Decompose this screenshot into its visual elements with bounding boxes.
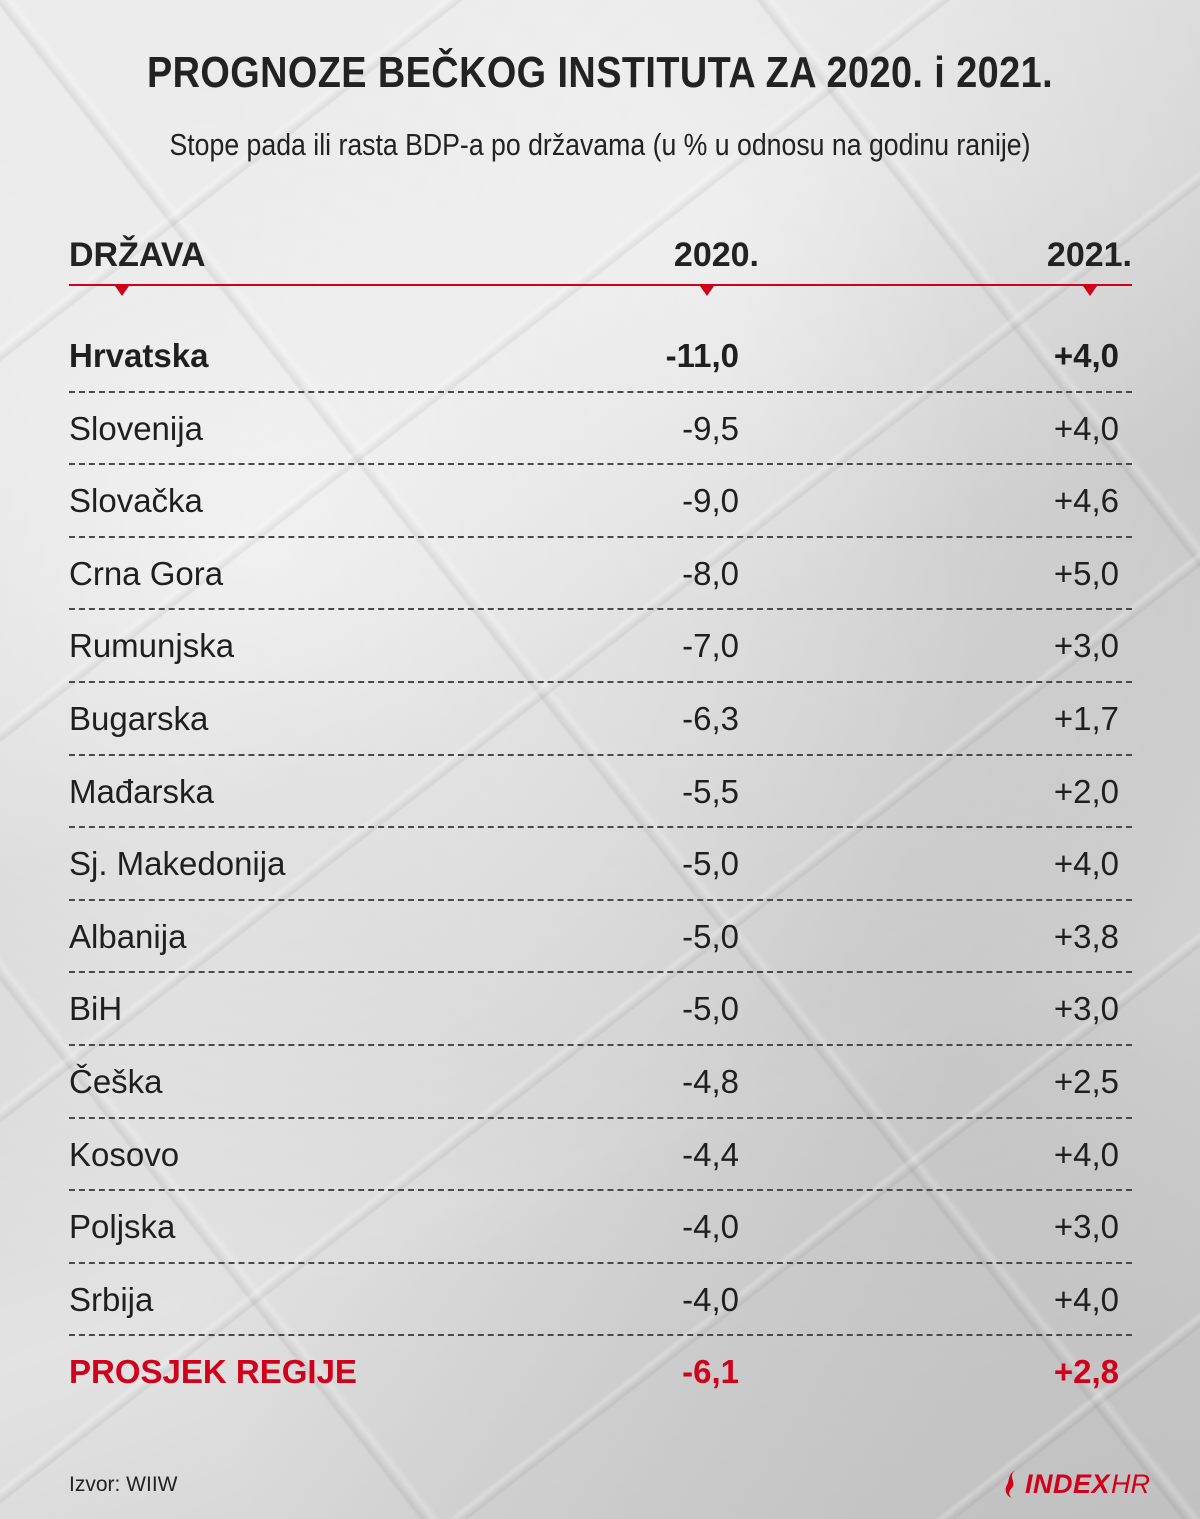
table-row: Mađarska -5,5 +2,0 (69, 756, 1132, 829)
value-2020-cell: -4,0 (682, 1208, 739, 1246)
index-hr-logo: INDEX HR (1003, 1466, 1178, 1502)
page-title: PROGNOZE BEČKOG INSTITUTA ZA 2020. i 202… (146, 48, 1054, 97)
table-row: Albanija -5,0 +3,8 (69, 901, 1132, 974)
table-row: BiH -5,0 +3,0 (69, 973, 1132, 1046)
country-cell: Crna Gora (69, 554, 224, 592)
country-cell: Mađarska (69, 772, 214, 810)
value-2021-cell: +4,0 (1053, 845, 1119, 883)
country-cell: Slovenija (69, 409, 203, 447)
value-2021-cell: +2,5 (1053, 1062, 1119, 1100)
table-row: Srbija -4,0 +4,0 (69, 1264, 1132, 1337)
value-2020-cell: -9,0 (682, 482, 739, 520)
country-cell: BiH (69, 990, 123, 1028)
source-note: Izvor: WIIW (69, 1473, 178, 1496)
value-2020-cell: -4,4 (682, 1135, 739, 1173)
header-divider (69, 284, 1132, 286)
table-row-average: PROSJEK REGIJE -6,1 +2,8 (69, 1336, 1132, 1409)
column-header-2020: 2020. (673, 236, 759, 274)
logo-index-text: INDEX (1025, 1468, 1111, 1499)
value-2021-cell: +2,8 (1053, 1353, 1119, 1391)
value-2020-cell: -5,0 (682, 917, 739, 955)
value-2020-cell: -4,0 (682, 1280, 739, 1318)
table-row: Slovačka -9,0 +4,6 (69, 465, 1132, 538)
value-2021-cell: +2,0 (1053, 772, 1119, 810)
country-cell: Sj. Makedonija (69, 845, 286, 883)
column-header-country: DRŽAVA (69, 236, 206, 274)
value-2020-cell: -8,0 (682, 554, 739, 592)
table-row: Češka -4,8 +2,5 (69, 1046, 1132, 1119)
triangle-down-icon (115, 286, 129, 296)
country-cell: PROSJEK REGIJE (69, 1353, 357, 1391)
triangle-down-icon (700, 286, 714, 296)
value-2020-cell: -6,3 (682, 699, 739, 737)
value-2021-cell: +5,0 (1053, 554, 1119, 592)
value-2021-cell: +3,0 (1053, 990, 1119, 1028)
country-cell: Poljska (69, 1208, 176, 1246)
value-2021-cell: +3,8 (1053, 917, 1119, 955)
value-2020-cell: -11,0 (665, 337, 739, 374)
value-2021-cell: +3,0 (1053, 627, 1119, 665)
country-cell: Kosovo (69, 1135, 180, 1173)
value-2020-cell: -9,5 (682, 409, 739, 447)
table-row: Rumunjska -7,0 +3,0 (69, 610, 1132, 683)
country-cell: Češka (69, 1062, 163, 1100)
triangle-down-icon (1083, 286, 1097, 296)
page-subtitle: Stope pada ili rasta BDP-a po državama (… (169, 127, 1031, 162)
column-header-2021: 2021. (1046, 236, 1132, 274)
value-2021-cell: +1,7 (1053, 699, 1119, 737)
data-table: Hrvatska -11,0 +4,0 Slovenija -9,5 +4,0 Slovač… (69, 320, 1132, 1409)
table-row: Hrvatska -11,0 +4,0 (69, 320, 1132, 393)
table-row: Crna Gora -8,0 +5,0 (69, 538, 1132, 611)
table-row: Bugarska -6,3 +1,7 (69, 683, 1132, 756)
value-2021-cell: +3,0 (1053, 1208, 1119, 1246)
value-2020-cell: -6,1 (682, 1353, 739, 1391)
country-cell: Slovačka (69, 482, 203, 520)
value-2021-cell: +4,0 (1053, 1135, 1119, 1173)
value-2020-cell: -5,0 (682, 990, 739, 1028)
table-row: Kosovo -4,4 +4,0 (69, 1119, 1132, 1192)
table-row: Sj. Makedonija -5,0 +4,0 (69, 828, 1132, 901)
logo-hr-text: HR (1111, 1468, 1151, 1499)
country-cell: Albanija (69, 917, 187, 955)
table-row: Slovenija -9,5 +4,0 (69, 393, 1132, 466)
country-cell: Bugarska (69, 699, 209, 737)
value-2020-cell: -4,8 (682, 1062, 739, 1100)
value-2020-cell: -7,0 (682, 627, 739, 665)
value-2020-cell: -5,5 (682, 772, 739, 810)
value-2021-cell: +4,6 (1053, 482, 1119, 520)
value-2021-cell: +4,0 (1053, 1280, 1119, 1318)
table-row: Poljska -4,0 +3,0 (69, 1191, 1132, 1264)
value-2020-cell: -5,0 (682, 845, 739, 883)
value-2021-cell: +4,0 (1053, 409, 1119, 447)
country-cell: Rumunjska (69, 627, 235, 665)
country-cell: Srbija (69, 1280, 154, 1318)
country-cell: Hrvatska (69, 337, 209, 374)
flame-logo-icon (1005, 1470, 1015, 1498)
value-2021-cell: +4,0 (1053, 337, 1119, 374)
